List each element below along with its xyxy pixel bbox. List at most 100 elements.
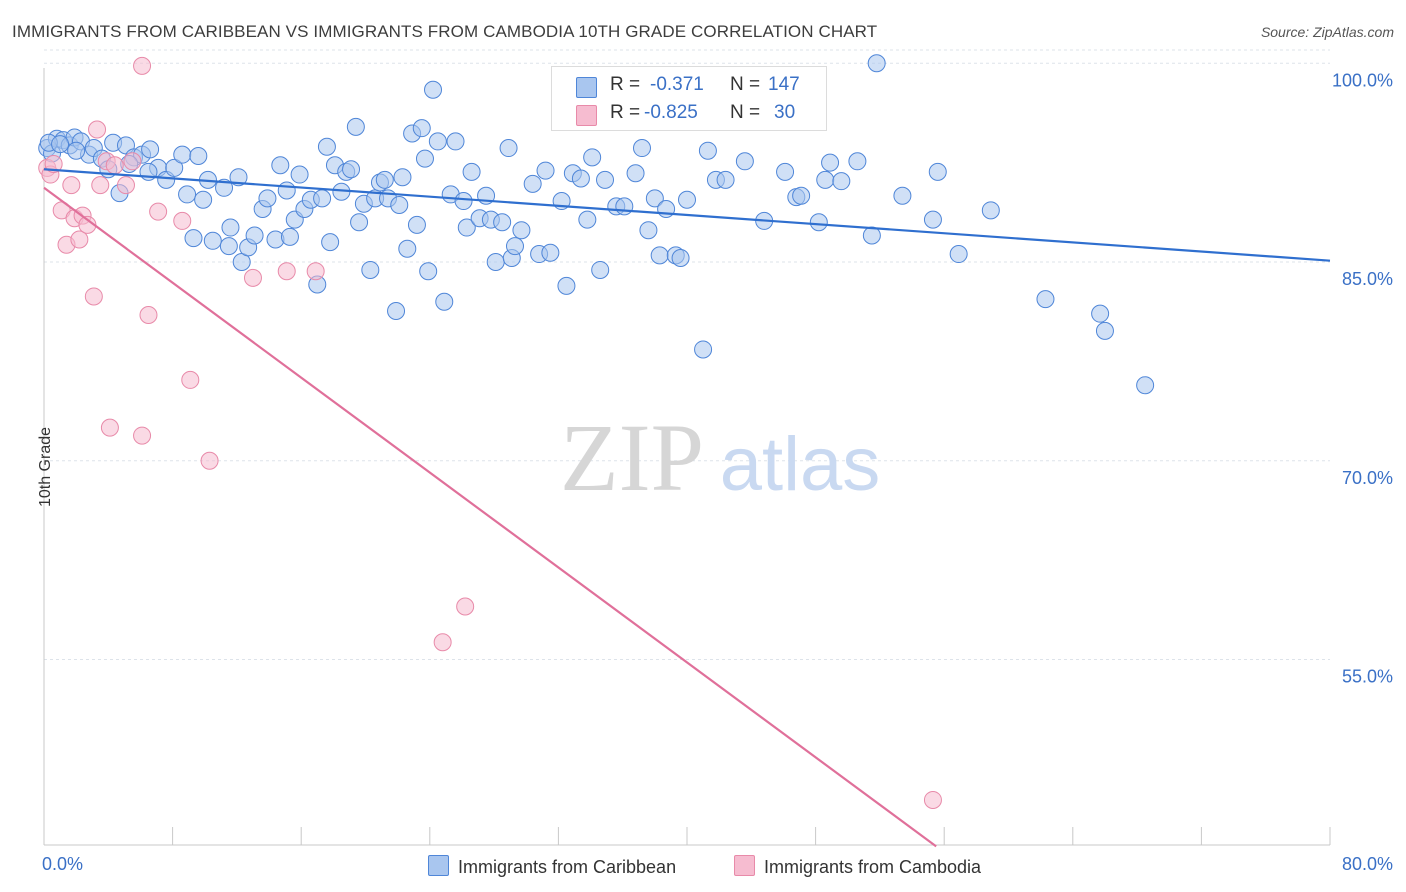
trend-line [43,168,1331,262]
data-point [62,176,81,195]
data-point [203,231,222,250]
data-point [173,211,192,230]
data-point [867,54,886,73]
data-point [626,164,645,183]
data-point [178,185,197,204]
legend-swatch-cambodia [734,855,755,876]
data-point [100,418,119,437]
data-point [671,249,690,268]
watermark: ZIP atlas [560,404,880,511]
data-point [181,370,200,389]
y-tick-label: 85.0% [1342,269,1393,289]
data-point [313,189,332,208]
data-point [173,145,192,164]
data-point [433,633,452,652]
data-point [398,239,417,258]
data-point [277,262,296,281]
data-point [1136,376,1155,395]
data-point [390,196,409,215]
data-point [133,426,152,445]
data-point [632,139,651,158]
data-point [428,132,447,151]
data-point [949,245,968,264]
data-point [184,229,203,248]
data-point [557,276,576,295]
data-point [306,262,325,281]
data-point [486,253,505,271]
data-point [893,186,912,205]
x-tick-label-max: 80.0% [1342,854,1393,874]
legend-swatch-caribbean [428,855,449,876]
grid-lines [44,49,1330,660]
data-point [678,190,696,209]
data-point [792,186,811,205]
trend-lines [43,168,1331,848]
data-point [290,165,309,184]
data-point [716,170,735,189]
data-point [215,178,234,197]
data-point [505,237,524,256]
data-point [141,140,160,159]
axes [43,68,1331,846]
data-point [862,226,881,245]
data-point [407,215,426,234]
data-point [44,154,63,173]
data-point [698,141,717,160]
data-point [139,306,158,324]
data-point [393,168,412,187]
y-axis-label: 10th Grade [37,426,55,508]
data-point [415,149,434,168]
data-point [51,135,70,154]
legend-label-cambodia: Immigrants from Cambodia [764,857,982,877]
n-label: N = [730,102,761,123]
data-point [536,161,555,180]
watermark-zip: ZIP [560,404,704,511]
y-tick-label: 100.0% [1332,70,1393,90]
r-label: R = [610,102,641,123]
data-point [928,162,947,181]
data-point [615,197,634,216]
data-point [591,260,610,279]
data-point [776,162,795,181]
stats-box: R = -0.371 N = 147 R = -0.825 N = 30 [551,66,827,131]
data-point [523,174,542,193]
data-point [821,153,840,172]
data-point [194,190,213,209]
data-point [88,120,107,139]
legend-item-caribbean: Immigrants from Caribbean [428,852,676,878]
data-point [375,170,394,189]
data-point [1095,321,1114,340]
data-point [832,172,851,191]
data-point [923,210,942,229]
data-point [245,226,264,245]
data-point [219,237,238,256]
data-point [848,152,867,171]
data-point [271,156,290,175]
legend-item-cambodia: Immigrants from Cambodia [734,852,981,878]
y-tick-label: 55.0% [1342,667,1393,687]
data-point [133,56,152,75]
data-point [457,218,476,237]
chart-title: IMMIGRANTS FROM CARIBBEAN VS IMMIGRANTS … [12,22,878,41]
data-point [277,181,296,200]
data-point [645,189,664,208]
data-point [412,119,431,138]
data-point [1036,290,1055,309]
data-point [541,243,560,262]
data-point [200,451,219,470]
data-point [424,80,443,99]
r-value-cambodia: -0.825 [644,102,698,123]
data-point [123,152,142,171]
data-point [229,168,248,187]
data-point [91,176,110,195]
trend-line [43,186,937,848]
data-point [243,268,262,287]
data-point [70,230,89,249]
data-point [346,117,365,136]
data-point [165,158,184,177]
data-point [280,227,299,246]
data-point [454,192,473,211]
data-point [456,597,475,616]
data-point [493,213,512,232]
